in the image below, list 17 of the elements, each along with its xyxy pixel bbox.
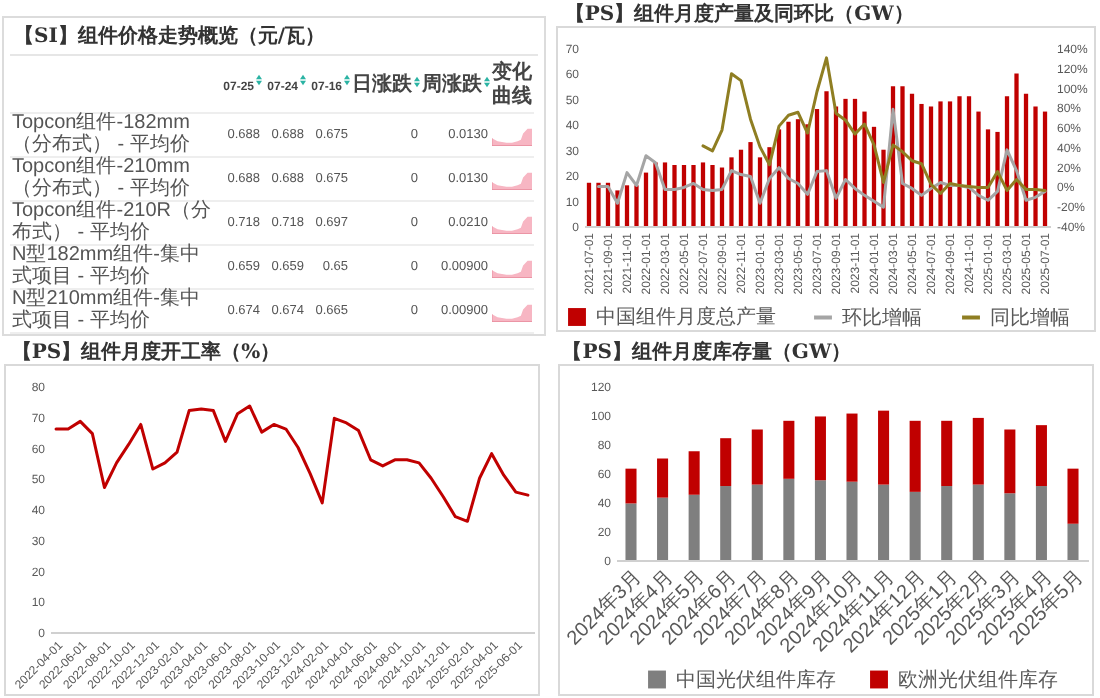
category-label: Topcon组件-182mm（分布式） - 平均价: [12, 112, 190, 155]
legend-label: 中国组件月度总产量: [596, 305, 776, 329]
category-label: Topcon组件-210mm（分布式） - 平均价: [12, 156, 190, 199]
text: 【SI】组件价格走势概览（元/瓦）: [10, 22, 538, 56]
category-label: 日涨跌: [352, 74, 412, 96]
legend-label: 环比增幅: [842, 305, 922, 330]
category-label: 变化曲线: [492, 62, 532, 108]
category-label: N型182mm组件-集中式项目 - 平均价: [12, 244, 200, 287]
category-label: Topcon组件-210R（分布式） - 平均价: [12, 200, 211, 243]
category-label: 周涨跌: [422, 74, 482, 96]
category-label: N型210mm组件-集中式项目 - 平均价: [12, 288, 200, 331]
chart-title: 【PS】组件月度库存量（GW）: [562, 340, 852, 364]
chart-title: 【PS】组件月度开工率（%）: [11, 340, 281, 364]
legend-label: 欧洲光伏组件库存: [898, 667, 1058, 692]
legend-label: 中国光伏组件库存: [676, 667, 836, 692]
legend-label: 同比增幅: [990, 305, 1070, 330]
chart-title: 【PS】组件月度产量及同环比（GW）: [564, 2, 914, 26]
